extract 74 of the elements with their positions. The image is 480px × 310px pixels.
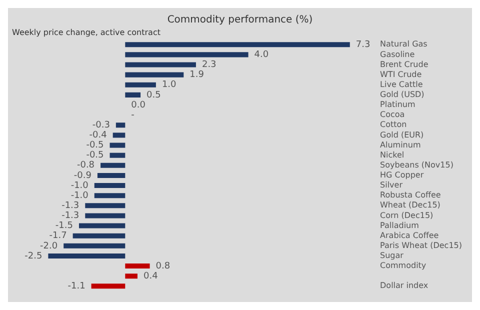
bar: [91, 284, 126, 289]
data-label: -0.3: [92, 120, 110, 130]
y-tick-label: Commodity: [380, 261, 426, 270]
data-label: 4.0: [254, 50, 269, 60]
bar: [100, 162, 126, 168]
bar: [125, 264, 150, 269]
y-tick-label: Gold (EUR): [380, 130, 424, 140]
y-tick-label: Robusta Coffee: [380, 190, 441, 200]
bar: [48, 253, 126, 258]
bar: [125, 62, 196, 68]
data-label: 0.5: [146, 90, 161, 100]
y-tick-label: WTI Crude: [380, 70, 422, 79]
y-tick-label: Corn (Dec15): [380, 210, 434, 220]
data-label: -0.8: [76, 160, 95, 171]
y-tick-label: Platinum: [380, 100, 416, 110]
data-label: -1.1: [68, 282, 86, 292]
bar: [85, 213, 126, 218]
bar: [78, 223, 126, 228]
data-label: -1.3: [62, 211, 80, 222]
data-label: 1.9: [190, 70, 204, 80]
bar: [110, 152, 126, 158]
y-tick-label: Wheat (Dec15): [380, 200, 440, 210]
y-tick-label: Arabica Coffee: [380, 230, 439, 240]
y-tick-label: Palladium: [380, 220, 420, 230]
bar: [125, 92, 141, 98]
bar: [97, 172, 126, 178]
y-tick-label: Soybeans (Nov15): [380, 160, 454, 170]
data-label: 7.3: [356, 40, 370, 50]
bar: [125, 72, 184, 78]
bar: [125, 274, 138, 279]
bar: [116, 122, 126, 128]
y-tick-label: Brent Crude: [380, 60, 428, 69]
bar: [94, 183, 126, 188]
y-tick-label: Silver: [380, 180, 404, 190]
data-label: -0.5: [86, 140, 104, 151]
data-label: -0.4: [89, 130, 108, 141]
y-tick-label: Natural Gas: [380, 40, 428, 49]
bar: [94, 193, 126, 198]
bar: [110, 142, 126, 148]
data-label: -1.0: [70, 190, 89, 201]
y-tick-label: Nickel: [380, 150, 404, 160]
data-label: -1.7: [49, 231, 67, 242]
y-tick-label: Cotton: [380, 120, 407, 130]
data-label: 0.4: [143, 271, 158, 282]
chart-title: Commodity performance (%): [167, 14, 313, 26]
bar: [125, 42, 350, 48]
data-label: 0.0: [131, 100, 146, 110]
bar: [125, 52, 248, 58]
data-label: -1.3: [62, 201, 80, 211]
y-tick-label: Dollar index: [380, 281, 428, 290]
data-label: 0.8: [156, 261, 170, 272]
data-label: 2.3: [202, 60, 216, 70]
y-tick-label: Gold (USD): [380, 90, 424, 100]
data-label: -0.5: [86, 150, 104, 161]
y-tick-label: Cocoa: [380, 110, 405, 120]
bar: [85, 203, 126, 208]
data-label: -2.0: [40, 241, 58, 252]
y-tick-label: Gasoline: [380, 50, 415, 59]
bar: [112, 132, 126, 138]
data-label: -: [131, 110, 134, 120]
y-tick-label: Sugar: [380, 251, 404, 260]
bar: [72, 233, 126, 238]
y-tick-label: HG Copper: [380, 170, 424, 180]
y-tick-label: Live Cattle: [380, 80, 423, 89]
data-label: 1.0: [162, 80, 177, 90]
bar: [64, 243, 126, 248]
y-tick-label: Aluminum: [380, 140, 421, 150]
data-label: -1.0: [70, 180, 89, 191]
data-label: -2.5: [24, 251, 42, 262]
data-label: -0.9: [74, 170, 92, 181]
bar: [125, 82, 156, 88]
chart-subtitle: Weekly price change, active contract: [12, 28, 160, 37]
y-tick-label: Paris Wheat (Dec15): [380, 240, 462, 250]
data-label: -1.5: [55, 221, 73, 232]
